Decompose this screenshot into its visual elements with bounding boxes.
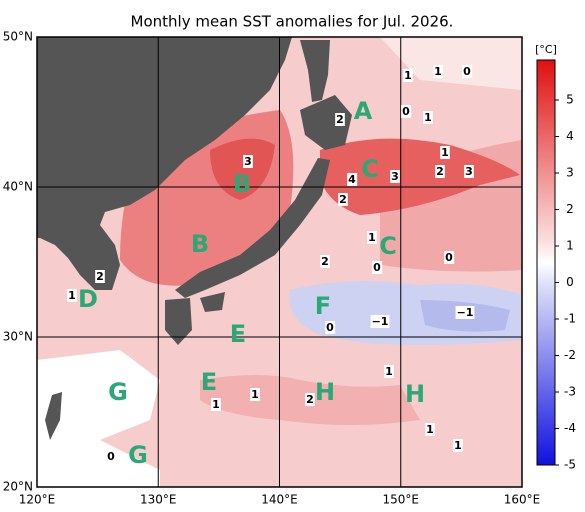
- contour-label-bg: [401, 105, 412, 118]
- contour-label-bg: [338, 193, 348, 206]
- colorbar-label: 0: [566, 275, 574, 289]
- region-letter: H: [315, 378, 335, 406]
- contour-label-bg: [325, 321, 336, 334]
- contour-label-bg: [106, 450, 117, 463]
- contour-label-bg: [453, 439, 463, 452]
- lon-label: 120°E: [19, 493, 56, 507]
- region-letter: G: [128, 441, 148, 469]
- contour-label-bg: [423, 111, 433, 124]
- contour-label: 3: [465, 165, 473, 178]
- colorbar-label: -4: [564, 421, 576, 435]
- contour-label-bg: [403, 69, 413, 82]
- contour-label-bg: [320, 255, 330, 268]
- contour-label: 1: [368, 231, 376, 244]
- contour-label: 0: [326, 321, 334, 334]
- contour-label-bg: [95, 270, 105, 283]
- colorbar-label: -5: [564, 458, 576, 472]
- contour-label: 1: [426, 423, 434, 436]
- contour-label-bg: [444, 251, 455, 264]
- region-letter: B: [233, 170, 251, 198]
- region-letter: B: [191, 230, 209, 258]
- contour-label-bg: [464, 165, 474, 178]
- contour-label: 1: [434, 65, 442, 78]
- contour-label: 1: [385, 365, 393, 378]
- region-letter: E: [201, 368, 217, 396]
- sea-field: [37, 37, 522, 487]
- contour-label-bg: [390, 170, 400, 183]
- contour-label: 4: [348, 173, 356, 186]
- contour-label-bg: [211, 398, 221, 411]
- contour-label: 2: [96, 270, 104, 283]
- contour-label: 0: [463, 65, 471, 78]
- colorbar-label: -3: [564, 385, 576, 399]
- contour-label-bg: [305, 393, 315, 406]
- contour-label: 2: [321, 255, 329, 268]
- contour-label: 2: [336, 113, 344, 126]
- lon-label: 140°E: [261, 493, 298, 507]
- lat-label: 20°N: [3, 480, 33, 494]
- contour-label-bg: [455, 306, 475, 319]
- colorbar-label: -1: [564, 312, 576, 326]
- contour-label-bg: [384, 365, 394, 378]
- contour-label: 1: [68, 289, 76, 302]
- contour-label-bg: [462, 65, 473, 78]
- contour-label: 1: [212, 398, 220, 411]
- region-letter: D: [78, 285, 98, 313]
- region-letter: A: [354, 97, 373, 125]
- contour-label-bg: [67, 289, 77, 302]
- contour-label-bg: [440, 146, 450, 159]
- lon-label: 150°E: [383, 493, 420, 507]
- contour-label: 0: [445, 251, 453, 264]
- contour-label: −1: [372, 315, 389, 328]
- title: Monthly mean SST anomalies for Jul. 2026…: [131, 13, 454, 31]
- contour-label: −1: [457, 306, 474, 319]
- lon-label: 160°E: [504, 493, 541, 507]
- contour-label: 1: [454, 439, 462, 452]
- lon-label: 130°E: [140, 493, 177, 507]
- contour-label-bg: [243, 155, 253, 168]
- grid: [37, 37, 522, 487]
- region-letter: F: [315, 292, 331, 320]
- contour-label-bg: [372, 261, 383, 274]
- contour-label: 0: [373, 261, 381, 274]
- contour-label-bg: [433, 65, 443, 78]
- colorbar: [536, 59, 556, 466]
- contour-label: 0: [107, 450, 115, 463]
- contour-label-bg: [347, 173, 358, 186]
- contour-label: 0: [402, 105, 410, 118]
- contour-label-bg: [425, 423, 435, 436]
- contour-label: 2: [436, 165, 444, 178]
- colorbar-unit: [°C]: [535, 43, 557, 56]
- colorbar-label: 4: [566, 129, 574, 143]
- contour-label: 3: [244, 155, 252, 168]
- colorbar-label: 1: [566, 239, 574, 253]
- region-letter: G: [108, 378, 128, 406]
- colorbar-label: 3: [566, 166, 574, 180]
- contour-label: 1: [424, 111, 432, 124]
- region-letter: C: [361, 155, 379, 183]
- colorbar-label: 5: [566, 93, 574, 107]
- contour-label-bg: [250, 388, 260, 401]
- colorbar-label: -2: [564, 348, 576, 362]
- contour-label: 2: [339, 193, 347, 206]
- contour-label-bg: [435, 165, 445, 178]
- contour-label: 1: [404, 69, 412, 82]
- colorbar-label: 2: [566, 202, 574, 216]
- map-frame: [36, 36, 523, 488]
- contour-label-bg: [367, 231, 377, 244]
- lat-label: 50°N: [3, 30, 33, 44]
- contour-label: 1: [251, 388, 259, 401]
- contour-label: 1: [441, 146, 449, 159]
- lat-label: 30°N: [3, 330, 33, 344]
- contour-label-bg: [370, 315, 390, 328]
- lat-label: 40°N: [3, 180, 33, 194]
- contour-label-bg: [335, 113, 345, 126]
- region-letter: C: [379, 232, 397, 260]
- contour-label: 2: [306, 393, 314, 406]
- contour-label: 3: [391, 170, 399, 183]
- region-letter: H: [405, 380, 425, 408]
- region-letter: E: [230, 320, 246, 348]
